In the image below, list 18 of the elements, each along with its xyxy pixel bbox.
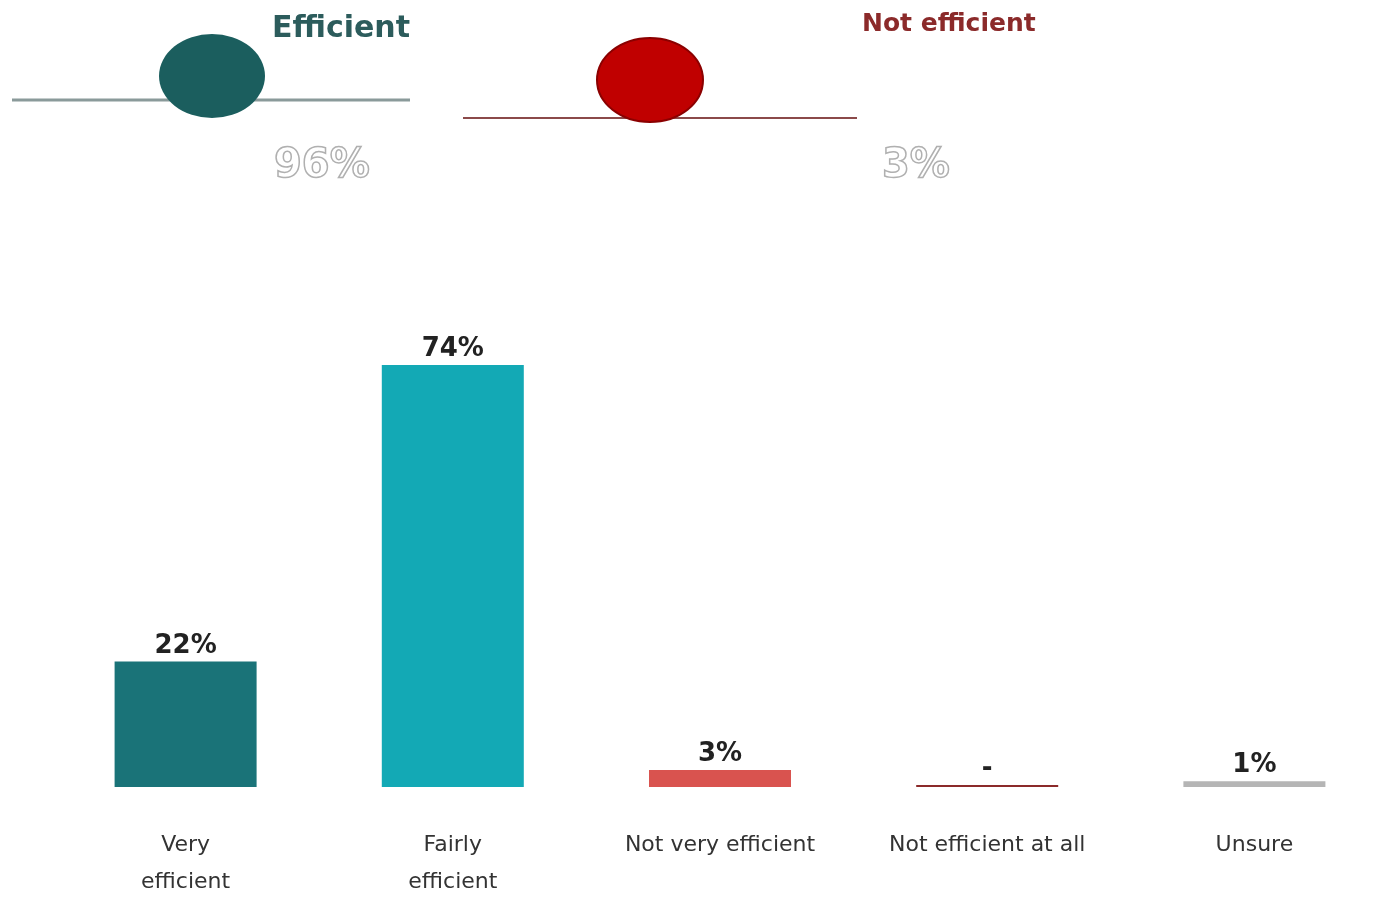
bar: [649, 769, 791, 787]
bar: [381, 365, 524, 787]
x-tick-label: Unsure: [1215, 831, 1294, 856]
text: Efficient: [272, 9, 411, 44]
data-label: 22%: [154, 628, 217, 659]
data-label: -: [981, 752, 993, 782]
text: Not efficient: [862, 8, 1036, 37]
x-tick-label: Very efficient: [141, 831, 231, 893]
data-label: 3%: [697, 736, 743, 767]
x-tick-label: Fairly efficient: [408, 831, 498, 893]
x-tick-label: Not very efficient: [624, 831, 816, 856]
bar: [114, 661, 257, 787]
text: 3%: [882, 140, 950, 186]
x-tick-label: Not efficient at all: [888, 831, 1086, 856]
data-label: 74%: [421, 332, 484, 362]
text: 96%: [274, 140, 370, 186]
data-label: 1%: [1232, 748, 1277, 779]
bar: [1183, 781, 1326, 787]
